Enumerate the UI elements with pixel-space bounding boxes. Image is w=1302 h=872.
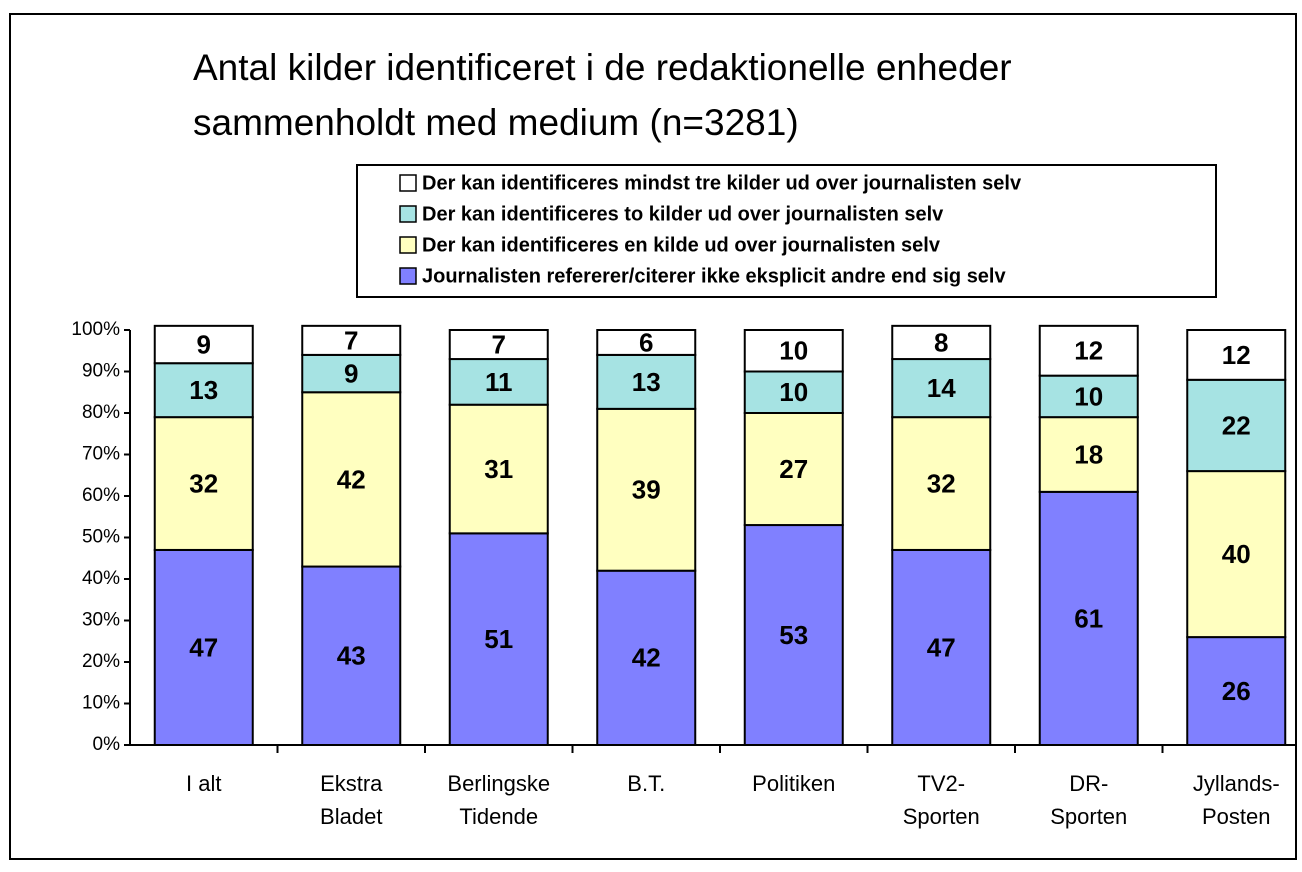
bar-segment: [743, 329, 844, 373]
data-label: 10: [779, 336, 808, 366]
data-label: 7: [492, 329, 506, 359]
bar-segment: [1038, 416, 1139, 493]
y-tick-label: 10%: [82, 693, 120, 714]
y-tick-label: 40%: [82, 568, 120, 589]
data-label: 31: [484, 454, 513, 484]
x-tick-label: Sporten: [1050, 804, 1127, 829]
data-label: 61: [1074, 603, 1103, 633]
y-tick-label: 100%: [71, 319, 120, 340]
x-tick-label: Bladet: [320, 804, 382, 829]
data-label: 10: [1074, 381, 1103, 411]
data-label: 40: [1222, 539, 1251, 569]
bar-segment: [891, 416, 992, 551]
data-label: 42: [337, 464, 366, 494]
data-label: 12: [1074, 336, 1103, 366]
chart-title: Antal kilder identificeret i de redaktio…: [193, 47, 1012, 88]
y-tick-label: 0%: [93, 734, 121, 755]
bar-segment: [1038, 490, 1139, 746]
y-tick-label: 20%: [82, 651, 120, 672]
data-label: 10: [779, 377, 808, 407]
data-label: 39: [632, 475, 661, 505]
data-label: 9: [344, 358, 358, 388]
bar-segment: [596, 329, 697, 356]
data-label: 12: [1222, 340, 1251, 370]
bar-segment: [596, 569, 697, 747]
data-label: 32: [927, 468, 956, 498]
bar-segment: [891, 358, 992, 419]
data-label: 18: [1074, 439, 1103, 469]
bar-segment: [743, 524, 844, 746]
y-tick-label: 30%: [82, 610, 120, 631]
y-tick-label: 80%: [82, 402, 120, 423]
x-tick-label: Politiken: [752, 771, 835, 796]
bar-segment: [153, 416, 254, 551]
bar-segment: [891, 324, 992, 361]
legend-swatch: [399, 205, 417, 223]
bar-segment: [301, 324, 402, 356]
x-tick-label: Tidende: [459, 804, 538, 829]
data-label: 47: [927, 632, 956, 662]
y-tick-label: 60%: [82, 485, 120, 506]
data-label: 6: [639, 327, 653, 357]
legend-swatch: [399, 236, 417, 254]
bar-segment: [448, 358, 549, 406]
data-label: 43: [337, 641, 366, 671]
bar-segment: [448, 329, 549, 361]
legend-label: Der kan identificeres mindst tre kilder …: [422, 172, 1022, 194]
bar-segment: [448, 532, 549, 746]
data-label: 53: [779, 620, 808, 650]
legend-swatch: [399, 267, 417, 285]
chart-title: sammenholdt med medium (n=3281): [193, 102, 799, 143]
data-label: 51: [484, 624, 513, 654]
x-tick-label: Jyllands-: [1193, 771, 1280, 796]
data-label: 26: [1222, 676, 1251, 706]
y-tick-label: 70%: [82, 444, 120, 465]
bar-segment: [1038, 324, 1139, 377]
bar-segment: [301, 353, 402, 394]
data-label: 47: [189, 632, 218, 662]
legend-swatch: [399, 174, 417, 192]
data-label: 13: [632, 367, 661, 397]
bar-segment: [743, 370, 844, 414]
data-label: 11: [485, 367, 513, 397]
legend-label: Journalisten refererer/citerer ikke eksp…: [422, 265, 1006, 287]
x-tick-label: B.T.: [627, 771, 665, 796]
bar-segment: [891, 548, 992, 747]
bar-segment: [1186, 329, 1287, 381]
bar-segment: [1186, 636, 1287, 746]
x-tick-label: DR-: [1069, 771, 1108, 796]
legend-label: Der kan identificeres en kilde ud over j…: [422, 234, 941, 256]
data-label: 13: [189, 375, 218, 405]
data-label: 8: [934, 327, 948, 357]
frame: [9, 13, 1297, 860]
legend-label: Der kan identificeres to kilder ud over …: [422, 203, 944, 225]
x-tick-label: I alt: [186, 771, 221, 796]
x-tick-label: Ekstra: [320, 771, 383, 796]
x-tick-label: TV2-: [917, 771, 965, 796]
bar-segment: [448, 403, 549, 535]
x-tick-label: Berlingske: [447, 771, 550, 796]
data-label: 27: [779, 454, 808, 484]
data-label: 7: [344, 325, 358, 355]
data-label: 14: [927, 373, 956, 403]
bar-segment: [301, 391, 402, 568]
y-tick-label: 50%: [82, 527, 120, 548]
bar-segment: [1186, 470, 1287, 639]
bar-segment: [153, 548, 254, 747]
x-tick-label: Posten: [1202, 804, 1271, 829]
bar-segment: [153, 362, 254, 419]
legend-box: [356, 164, 1217, 298]
data-label: 32: [189, 468, 218, 498]
y-tick-label: 90%: [82, 361, 120, 382]
bar-segment: [153, 324, 254, 365]
data-label: 42: [632, 643, 661, 673]
bar-segment: [596, 407, 697, 572]
data-label: 22: [1222, 410, 1251, 440]
data-label: 9: [197, 329, 211, 359]
x-tick-label: Sporten: [903, 804, 980, 829]
